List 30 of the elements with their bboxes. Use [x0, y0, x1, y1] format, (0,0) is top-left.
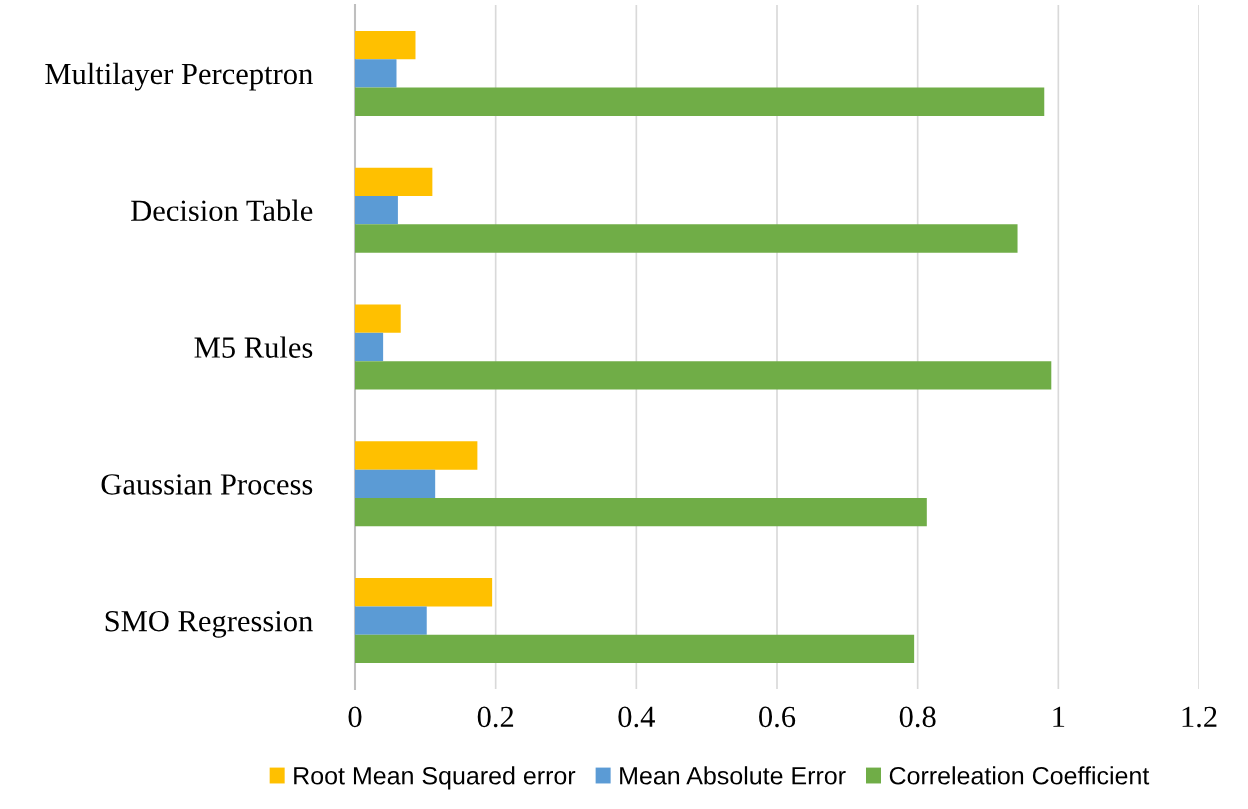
- y-tick-label: Decision Table: [131, 199, 313, 222]
- x-tick-label: 0.2: [477, 706, 514, 728]
- x-tick-label: 1.2: [1182, 706, 1217, 728]
- x-tick-label: 0: [348, 706, 362, 728]
- bar: [355, 634, 915, 664]
- x-tick-label: 0.4: [618, 706, 655, 728]
- bar: [355, 361, 1052, 390]
- bar: [355, 497, 927, 527]
- x-tick-label: 0.8: [899, 706, 936, 728]
- y-tick-label: M5 Rules: [194, 336, 313, 358]
- y-tick-label: Gaussian Process: [101, 474, 313, 495]
- bar: [355, 469, 436, 498]
- legend-label: Correleation Coefficient: [889, 766, 1150, 785]
- legend-label: Root Mean Squared error: [294, 766, 576, 790]
- legend-label: Mean Absolute Error: [620, 766, 846, 785]
- bar: [355, 59, 397, 88]
- y-tick-label: SMO Regression: [105, 610, 313, 638]
- x-tick-label: 0.6: [759, 706, 796, 728]
- bar: [355, 224, 1018, 253]
- bar: [355, 441, 478, 470]
- x-tick-label: 1: [1053, 706, 1065, 727]
- bar: [355, 87, 1045, 116]
- bar: [355, 578, 493, 607]
- bar: [355, 304, 401, 333]
- bar: [355, 196, 398, 225]
- bar: [355, 167, 433, 197]
- bar: [355, 606, 427, 635]
- y-tick-label: Multilayer Perceptron: [45, 62, 313, 91]
- bar: [355, 30, 416, 60]
- bar: [355, 332, 384, 362]
